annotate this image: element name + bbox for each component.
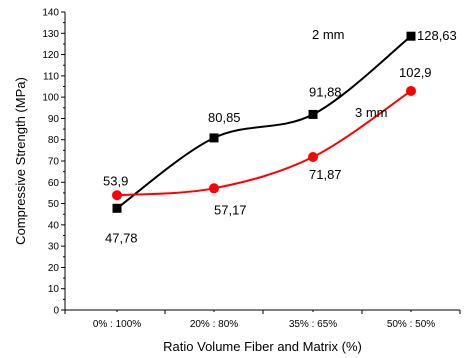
data-point-2mm (209, 133, 219, 143)
y-tick-label: 70 (48, 157, 60, 168)
data-point-3mm (406, 85, 416, 96)
y-tick-label: 100 (42, 93, 59, 104)
y-tick-label: 30 (48, 242, 60, 253)
y-tick-label: 60 (48, 178, 60, 189)
y-tick-label: 20 (48, 263, 60, 274)
data-point-2mm (112, 203, 122, 213)
data-label-3mm: 53,9 (103, 173, 128, 188)
y-axis-title: Compressive Strength (MPa) (13, 77, 28, 245)
x-tick-label: 50% : 50% (387, 319, 435, 330)
labels-layer: 47,78 80,85 91,88 128,63 2 mm 53,9 57,17 71,87 1… (103, 27, 457, 245)
series-label-3mm: 3 mm (355, 105, 388, 120)
data-point-3mm (112, 190, 122, 201)
y-tick-label: 120 (42, 50, 59, 61)
data-label-3mm: 71,87 (309, 167, 342, 182)
data-label-2mm: 128,63 (417, 28, 457, 43)
series-line-3mm (116, 90, 412, 197)
y-tick-label: 90 (48, 114, 60, 125)
x-tick-label: 35% : 65% (289, 319, 337, 330)
data-label-2mm: 80,85 (208, 110, 241, 125)
data-label-2mm: 91,88 (309, 84, 342, 99)
y-tick-label: 130 (42, 29, 59, 40)
data-point-3mm (209, 183, 219, 194)
axes (64, 12, 460, 311)
data-label-3mm: 57,17 (214, 202, 247, 217)
x-axis-ticks: 0% : 100% 20% : 80% 35% : 65% 50% : 50% (64, 310, 461, 330)
x-tick-label: 0% : 100% (93, 319, 141, 330)
y-tick-label: 80 (48, 135, 60, 146)
y-tick-label: 10 (48, 284, 60, 295)
x-axis-title: Ratio Volume Fiber and Matrix (%) (163, 339, 362, 354)
y-tick-label: 110 (43, 71, 59, 82)
data-point-2mm (308, 109, 318, 119)
series-line-2mm (116, 35, 412, 210)
x-tick-label: 20% : 80% (190, 319, 238, 330)
series-layer (112, 31, 416, 213)
y-axis-ticks: 0 10 20 30 40 50 60 70 80 90 100 110 120 130 140 (42, 8, 65, 317)
y-tick-label: 0 (53, 306, 59, 317)
y-tick-label: 40 (48, 220, 60, 231)
data-label-3mm: 102,9 (399, 65, 432, 80)
data-label-2mm: 47,78 (105, 230, 138, 245)
data-point-2mm (406, 31, 416, 41)
series-label-2mm: 2 mm (312, 27, 345, 42)
data-point-3mm (308, 152, 318, 163)
y-tick-label: 140 (42, 8, 59, 19)
y-tick-label: 50 (48, 199, 60, 210)
